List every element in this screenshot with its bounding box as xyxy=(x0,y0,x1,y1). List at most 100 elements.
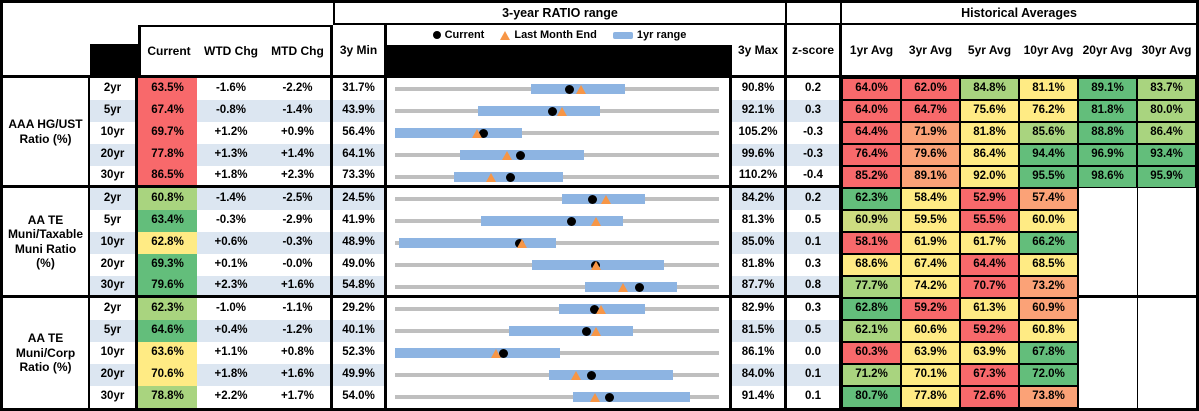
wtd-change-value: -0.3% xyxy=(215,214,247,227)
avg-value: 89.1% xyxy=(1078,78,1137,100)
header-black-bar xyxy=(387,45,732,75)
avg-value: 73.8% xyxy=(1019,386,1078,408)
avg-value: 92.0% xyxy=(960,166,1019,188)
avg-value: 63.9% xyxy=(901,342,960,364)
avg-value: 81.8% xyxy=(1078,100,1137,122)
last-month-end-marker xyxy=(557,107,568,116)
tenor-label: 10yr xyxy=(90,122,138,144)
current-marker xyxy=(590,304,600,314)
current-marker xyxy=(478,128,488,138)
wtd-change-value: +1.2% xyxy=(214,126,248,139)
max-3y-value: 92.1% xyxy=(732,100,787,122)
wtd-change-value: -0.8% xyxy=(197,100,265,122)
min-3y-value: 54.8% xyxy=(333,276,387,298)
avg-value: 60.0% xyxy=(1019,210,1078,232)
avg-value: 85.6% xyxy=(1019,122,1078,144)
min-3y-value: 49.0% xyxy=(333,254,387,276)
max-3y-value: 99.6% xyxy=(732,144,787,166)
mtd-change-value: +1.4% xyxy=(265,144,333,166)
last-month-end-marker xyxy=(502,151,513,160)
last-month-end-marker xyxy=(591,327,602,336)
tenor-label: 30yr xyxy=(90,386,138,408)
avg-value: 64.4% xyxy=(842,122,901,144)
avg-value: 75.6% xyxy=(960,100,1019,122)
avg-value: 61.9% xyxy=(901,232,960,254)
mtd-change-value: +1.6% xyxy=(265,276,333,298)
min-3y-value: 52.3% xyxy=(333,342,387,364)
avg-value: 66.2% xyxy=(1019,232,1078,254)
col-header-z-score: z-score xyxy=(787,25,842,78)
mtd-change-value: -1.2% xyxy=(265,320,333,342)
avg-value: 77.8% xyxy=(901,386,960,408)
col-header-current: Current xyxy=(138,25,197,78)
avg-value: 71.2% xyxy=(842,364,901,386)
max-3y-value: 82.9% xyxy=(732,298,787,320)
range-chart xyxy=(387,188,732,210)
avg-empty-cell xyxy=(1078,188,1137,210)
current-marker xyxy=(506,172,516,182)
mtd-change-value: -1.4% xyxy=(265,100,333,122)
avg-empty-cell xyxy=(1137,210,1196,232)
current-value: 70.6% xyxy=(138,364,197,386)
avg-value: 86.4% xyxy=(960,144,1019,166)
legend-item-last-month-end: Last Month End xyxy=(500,29,597,41)
tenor-label: 20yr xyxy=(90,144,138,166)
tenor-label: 20yr xyxy=(90,364,138,386)
avg-empty-cell xyxy=(1078,254,1137,276)
tenor-label: 10yr xyxy=(90,232,138,254)
current-marker xyxy=(582,326,592,336)
current-value: 62.3% xyxy=(138,298,197,320)
tenor-label: 5yr xyxy=(90,210,138,232)
min-3y-value: 40.1% xyxy=(333,320,387,342)
current-marker xyxy=(634,282,644,292)
avg-empty-cell xyxy=(1137,386,1196,408)
last-month-end-marker xyxy=(472,129,483,138)
avg-value: 59.5% xyxy=(901,210,960,232)
z-score-value: 0.1 xyxy=(787,232,842,254)
max-3y-value: 86.1% xyxy=(732,342,787,364)
col-header-3yr-avg: 3yr Avg xyxy=(908,43,953,57)
last-month-end-marker xyxy=(590,217,601,226)
col-header-3y-max: 3y Max xyxy=(732,25,787,78)
avg-value: 60.3% xyxy=(842,342,901,364)
current-value: 63.5% xyxy=(138,78,197,100)
avg-empty-cell xyxy=(1078,298,1137,320)
current-marker xyxy=(548,106,558,116)
chart-title: 3-year RATIO range xyxy=(333,3,787,25)
avg-empty-cell xyxy=(1078,276,1137,298)
avg-value: 85.2% xyxy=(842,166,901,188)
wtd-change-value: +0.1% xyxy=(214,258,248,271)
avg-empty-cell xyxy=(1137,254,1196,276)
current-value: 86.5% xyxy=(138,166,197,188)
range-chart xyxy=(387,122,732,144)
min-3y-value: 56.4% xyxy=(333,122,387,144)
avg-value: 70.1% xyxy=(901,364,960,386)
current-value: 63.6% xyxy=(138,342,197,364)
avg-value: 67.3% xyxy=(960,364,1019,386)
wtd-change-value: +1.8% xyxy=(197,166,265,188)
mtd-change-value: +2.3% xyxy=(265,166,333,188)
wtd-change-value: -1.0% xyxy=(215,302,247,315)
avg-value: 86.4% xyxy=(1137,122,1196,144)
col-header-30yr-avg: 30yr Avg xyxy=(1141,43,1192,57)
max-3y-value: 105.2% xyxy=(732,122,787,144)
last-month-end-marker xyxy=(576,85,587,94)
z-score-value: 0.1 xyxy=(787,386,842,408)
current-value: 67.4% xyxy=(138,100,197,122)
avg-value: 68.5% xyxy=(1019,254,1078,276)
current-marker xyxy=(605,392,615,402)
z-score-value: 0.0 xyxy=(787,342,842,364)
current-value: 77.8% xyxy=(138,144,197,166)
max-3y-value: 84.2% xyxy=(732,188,787,210)
avg-value: 64.4% xyxy=(960,254,1019,276)
min-3y-value: 48.9% xyxy=(333,232,387,254)
avg-value: 62.8% xyxy=(842,298,901,320)
wtd-change-value: -1.4% xyxy=(197,188,265,210)
avg-empty-cell xyxy=(1137,298,1196,320)
avg-empty-cell xyxy=(1137,276,1196,298)
avg-value: 73.2% xyxy=(1019,276,1078,298)
col-header-mtd-chg: MTD Chg xyxy=(265,25,333,78)
range-track xyxy=(395,131,719,135)
max-3y-value: 110.2% xyxy=(732,166,787,188)
